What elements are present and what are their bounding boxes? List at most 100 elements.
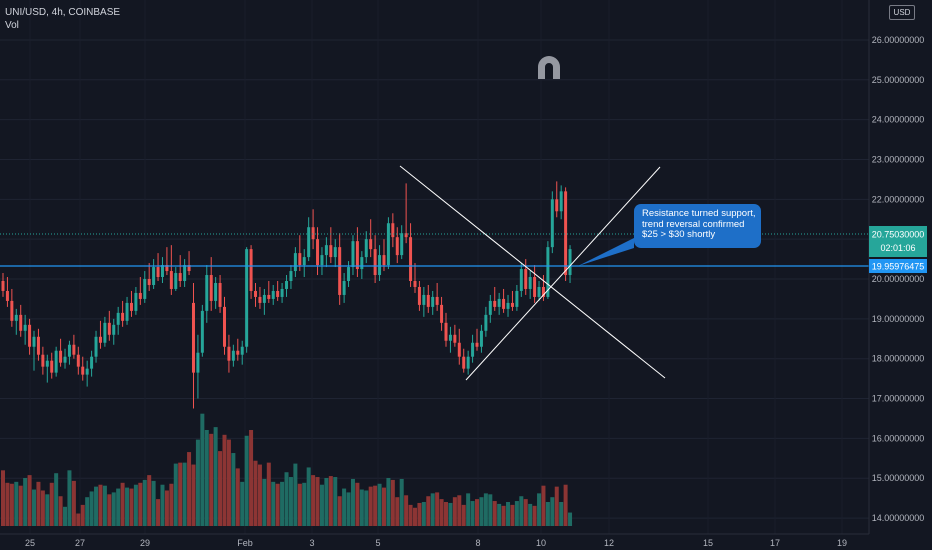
candle[interactable] xyxy=(85,360,89,387)
candle[interactable] xyxy=(448,326,452,353)
candle[interactable] xyxy=(409,223,413,287)
candle[interactable] xyxy=(479,324,483,353)
candle[interactable] xyxy=(550,191,554,254)
annotation-callout[interactable]: Resistance turned support, trend reversa… xyxy=(634,204,761,248)
candle[interactable] xyxy=(510,290,514,311)
candle[interactable] xyxy=(502,288,506,313)
candle[interactable] xyxy=(231,344,235,367)
candle[interactable] xyxy=(223,296,226,355)
candle[interactable] xyxy=(218,275,222,313)
candle[interactable] xyxy=(360,251,364,280)
candle[interactable] xyxy=(178,255,182,287)
candle[interactable] xyxy=(107,310,111,341)
candle[interactable] xyxy=(205,265,209,323)
candle[interactable] xyxy=(378,245,382,281)
candle[interactable] xyxy=(453,324,457,347)
candle[interactable] xyxy=(112,318,116,345)
ascending-trendline[interactable] xyxy=(465,166,661,381)
candle[interactable] xyxy=(568,245,572,283)
candle[interactable] xyxy=(351,235,355,276)
candle[interactable] xyxy=(28,318,32,355)
candle[interactable] xyxy=(98,320,102,349)
candle[interactable] xyxy=(555,181,559,218)
symbol-line[interactable]: UNI/USD, 4h, COINBASE xyxy=(5,7,121,18)
candle[interactable] xyxy=(493,286,497,311)
candle[interactable] xyxy=(506,294,510,317)
candle[interactable] xyxy=(267,281,271,303)
candle[interactable] xyxy=(196,334,200,399)
candle[interactable] xyxy=(422,286,426,317)
candle[interactable] xyxy=(329,227,333,264)
candle[interactable] xyxy=(533,265,537,303)
candle[interactable] xyxy=(400,225,404,260)
candle[interactable] xyxy=(338,233,342,305)
descending-trendline[interactable] xyxy=(399,165,666,379)
candle[interactable] xyxy=(94,330,98,363)
candle[interactable] xyxy=(245,247,249,353)
candle[interactable] xyxy=(276,281,280,301)
candle[interactable] xyxy=(214,277,218,309)
candle[interactable] xyxy=(45,354,49,383)
candle[interactable] xyxy=(559,185,563,220)
candle[interactable] xyxy=(81,356,85,381)
candle[interactable] xyxy=(67,340,71,365)
candle[interactable] xyxy=(404,183,408,244)
candle[interactable] xyxy=(1,273,5,297)
candle[interactable] xyxy=(10,288,14,327)
candle[interactable] xyxy=(324,237,328,268)
candle[interactable] xyxy=(426,284,430,313)
currency-button[interactable]: USD xyxy=(889,5,915,20)
candle[interactable] xyxy=(347,261,351,287)
candle[interactable] xyxy=(103,316,107,347)
candle[interactable] xyxy=(298,235,302,272)
candle[interactable] xyxy=(63,348,67,369)
candle[interactable] xyxy=(236,338,240,361)
candle[interactable] xyxy=(5,277,9,307)
candle[interactable] xyxy=(169,245,173,295)
candle[interactable] xyxy=(519,263,523,297)
candle[interactable] xyxy=(19,304,23,337)
candle[interactable] xyxy=(413,263,417,293)
candle[interactable] xyxy=(165,247,169,276)
candle[interactable] xyxy=(355,227,359,278)
candle[interactable] xyxy=(147,263,151,291)
candle[interactable] xyxy=(174,267,178,291)
candle[interactable] xyxy=(524,259,528,295)
candle[interactable] xyxy=(395,227,399,264)
candle[interactable] xyxy=(541,275,545,301)
candle[interactable] xyxy=(129,290,133,317)
candle[interactable] xyxy=(373,235,377,283)
candle[interactable] xyxy=(116,306,120,335)
candle[interactable] xyxy=(191,282,195,409)
candle[interactable] xyxy=(187,251,191,276)
candle[interactable] xyxy=(417,281,421,311)
candle[interactable] xyxy=(475,328,479,351)
candle[interactable] xyxy=(14,308,18,335)
candle[interactable] xyxy=(333,239,337,268)
candle[interactable] xyxy=(320,247,324,276)
candle[interactable] xyxy=(528,271,532,299)
candle[interactable] xyxy=(285,275,289,297)
candle[interactable] xyxy=(36,328,40,361)
time-axis[interactable]: 25 27 29 Feb 3 5 8 10 12 15 17 19 xyxy=(0,533,869,548)
candle[interactable] xyxy=(289,265,293,289)
candle[interactable] xyxy=(280,282,284,303)
candle[interactable] xyxy=(564,187,568,281)
candle[interactable] xyxy=(546,241,550,299)
candle[interactable] xyxy=(316,227,320,276)
candle[interactable] xyxy=(262,288,266,315)
candle[interactable] xyxy=(471,334,475,363)
candle[interactable] xyxy=(537,281,541,301)
candle[interactable] xyxy=(293,247,297,278)
candle[interactable] xyxy=(307,217,311,262)
candle[interactable] xyxy=(364,231,368,264)
candle[interactable] xyxy=(54,346,58,377)
candle[interactable] xyxy=(183,259,187,287)
candle[interactable] xyxy=(59,338,63,367)
candle[interactable] xyxy=(435,282,439,311)
candle[interactable] xyxy=(50,352,54,379)
candle[interactable] xyxy=(484,306,488,337)
candle[interactable] xyxy=(302,249,306,278)
candle[interactable] xyxy=(440,296,444,331)
